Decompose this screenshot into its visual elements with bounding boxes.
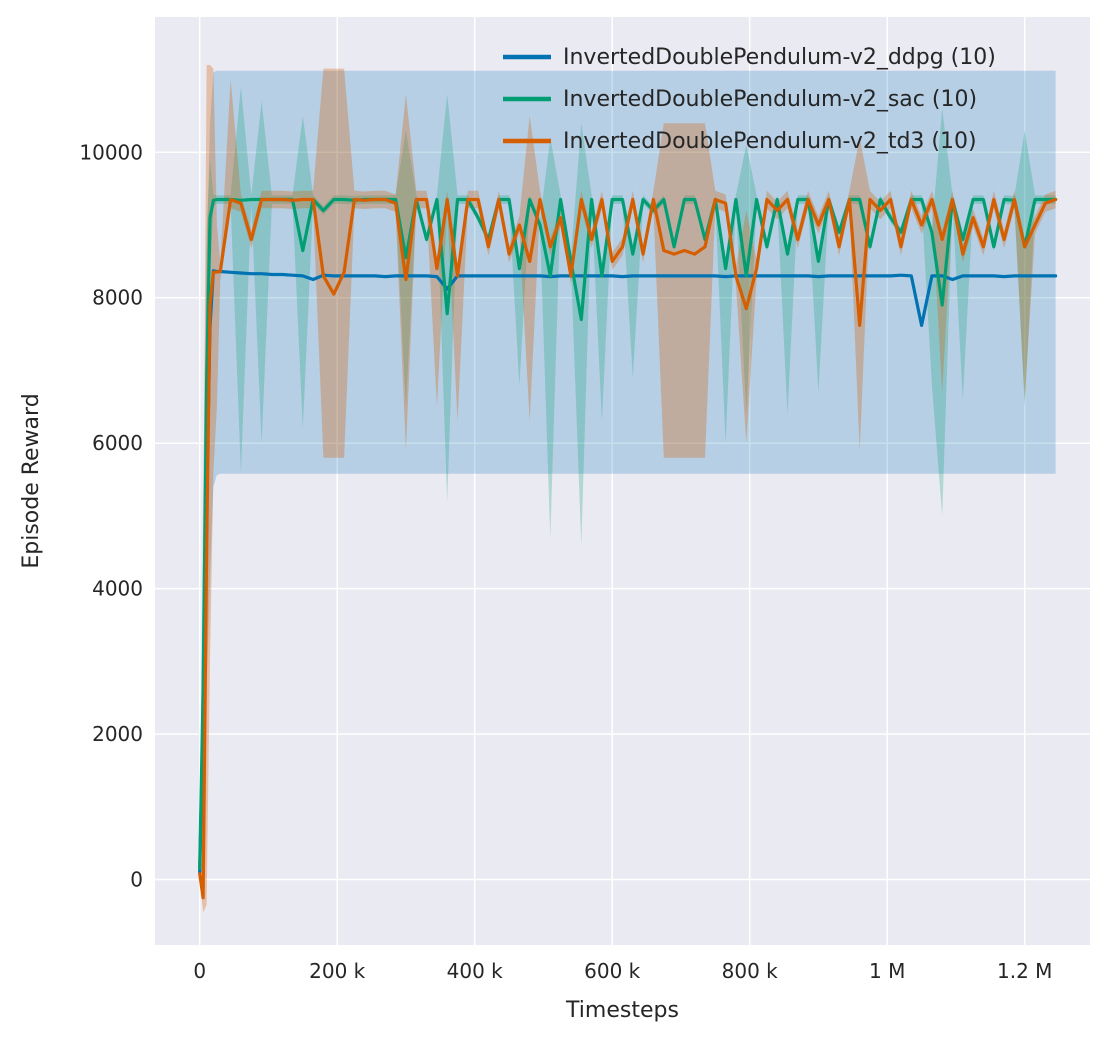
x-tick-label: 1 M [869,959,905,983]
y-tick-label: 6000 [92,431,143,455]
plot-area [155,17,1090,945]
x-tick-label: 0 [193,959,206,983]
x-tick-label: 800 k [722,959,779,983]
grid [155,17,1090,945]
x-tick-label: 200 k [309,959,366,983]
y-axis-label: Episode Reward [19,393,44,568]
y-tick-label: 8000 [92,286,143,310]
legend-label-td3: InvertedDoublePendulum-v2_td3 (10) [563,129,977,154]
y-tick-label: 0 [130,868,143,892]
series-line-ddpg [198,269,1058,874]
confidence-band-ddpg [199,70,1056,880]
x-tick-label: 400 k [447,959,504,983]
x-tick-label: 1.2 M [997,959,1052,983]
x-tick-label: 600 k [584,959,641,983]
y-tick-label: 10000 [79,140,143,164]
legend-label-sac: InvertedDoublePendulum-v2_sac (10) [563,87,977,112]
confidence-band-sac [199,86,1056,880]
y-tick-label: 2000 [92,722,143,746]
tick-labels: 0 200 k 400 k 600 k 800 k 1 M 1.2 M 0 2000 4000 60… [79,140,1052,983]
y-tick-label: 4000 [92,577,143,601]
legend: InvertedDoublePendulum-v2_ddpg (10) Inver… [503,45,996,154]
x-axis-label: Timesteps [565,998,679,1023]
legend-label-ddpg: InvertedDoublePendulum-v2_ddpg (10) [563,45,996,70]
series-line-td3 [198,197,1058,900]
